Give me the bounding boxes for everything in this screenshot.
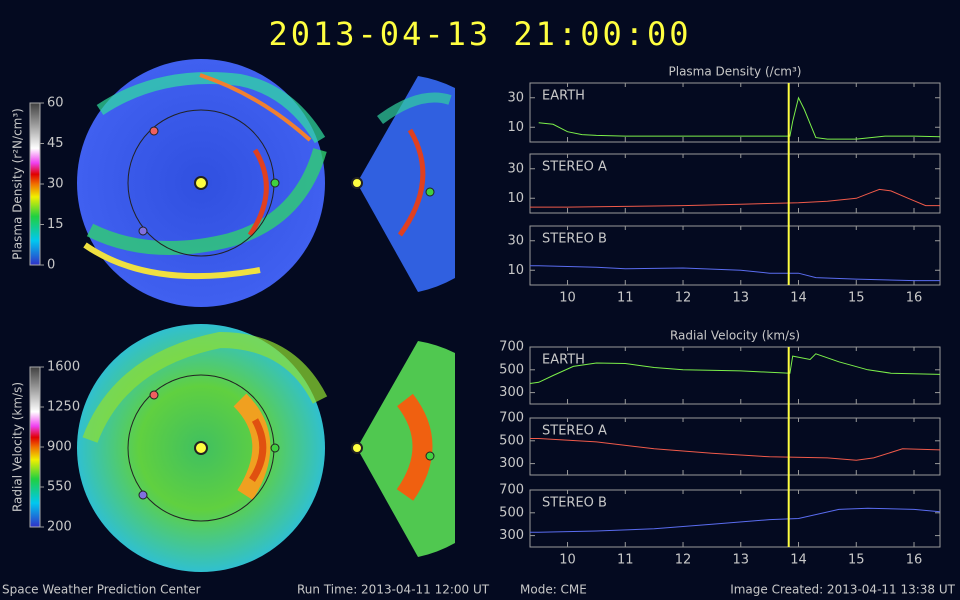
footer-mode: Mode: CME xyxy=(520,583,587,597)
x-tick-label: 13 xyxy=(733,553,750,568)
series-line xyxy=(530,438,941,461)
x-tick-label: 10 xyxy=(559,291,576,306)
y-tick-label: 700 xyxy=(499,483,524,498)
colorbar-label: Plasma Density (r²N/cm³) xyxy=(11,108,25,260)
x-tick-label: 11 xyxy=(617,291,634,306)
panel-frame xyxy=(529,153,941,214)
x-tick-label: 15 xyxy=(848,553,865,568)
series-line xyxy=(530,265,940,282)
y-tick-label: 500 xyxy=(499,505,524,520)
colorbar-tick-label: 1250 xyxy=(47,400,80,415)
colorbar-tick-label: 200 xyxy=(47,520,72,535)
panel-label: STEREO B xyxy=(542,232,607,247)
density-disk xyxy=(77,59,455,307)
colorbar-label: Radial Velocity (km/s) xyxy=(11,382,25,512)
x-tick-label: 11 xyxy=(617,553,634,568)
y-tick-label: 10 xyxy=(507,120,524,135)
colorbar-tick-label: 60 xyxy=(47,96,64,111)
y-tick-label: 700 xyxy=(499,340,524,355)
y-tick-label: 300 xyxy=(499,385,524,400)
y-tick-label: 300 xyxy=(499,456,524,471)
colorbar-tick-label: 0 xyxy=(47,258,55,273)
series-line xyxy=(529,353,941,384)
colorbar xyxy=(29,366,41,528)
colorbar-tick-label: 45 xyxy=(47,136,64,151)
panel-label: STEREO B xyxy=(542,496,607,511)
x-tick-label: 12 xyxy=(675,553,692,568)
x-tick-label: 16 xyxy=(906,553,923,568)
y-tick-label: 30 xyxy=(507,233,524,248)
x-tick-label: 16 xyxy=(906,291,923,306)
colorbar-tick-label: 15 xyxy=(47,217,64,232)
series-line xyxy=(538,96,941,140)
panel-label: STEREO A xyxy=(542,424,607,439)
panel-frame xyxy=(529,489,941,548)
panel-label: STEREO A xyxy=(542,160,607,175)
panel-label: EARTH xyxy=(542,89,585,104)
y-tick-label: 30 xyxy=(507,90,524,105)
panel-frame xyxy=(529,225,941,286)
y-tick-label: 700 xyxy=(499,411,524,426)
footer-center: Space Weather Prediction Center xyxy=(2,583,201,597)
x-tick-label: 14 xyxy=(790,291,807,306)
footer-created: Image Created: 2013-04-11 13:38 UT xyxy=(730,583,955,597)
y-tick-label: 500 xyxy=(499,433,524,448)
x-tick-label: 15 xyxy=(848,291,865,306)
velocity-disk xyxy=(77,324,455,572)
colorbar xyxy=(29,102,41,266)
series-line xyxy=(530,507,941,533)
series-line xyxy=(530,188,940,208)
panel-group-title: Radial Velocity (km/s) xyxy=(670,329,800,343)
timestamp: 2013-04-13 21:00:00 xyxy=(268,15,691,53)
y-tick-label: 10 xyxy=(507,263,524,278)
y-tick-label: 10 xyxy=(507,191,524,206)
y-tick-label: 500 xyxy=(499,362,524,377)
panel-frame xyxy=(529,82,941,143)
x-tick-label: 12 xyxy=(675,291,692,306)
x-tick-label: 14 xyxy=(790,553,807,568)
x-tick-label: 10 xyxy=(559,553,576,568)
colorbar-tick-label: 900 xyxy=(47,440,72,455)
colorbar-tick-label: 550 xyxy=(47,480,72,495)
panel-group-title: Plasma Density (/cm³) xyxy=(669,65,802,79)
y-tick-label: 300 xyxy=(499,528,524,543)
footer-run-time: Run Time: 2013-04-11 12:00 UT xyxy=(297,583,490,597)
x-tick-label: 13 xyxy=(733,291,750,306)
panel-frame xyxy=(529,417,941,476)
panel-label: EARTH xyxy=(542,353,585,368)
y-tick-label: 30 xyxy=(507,161,524,176)
colorbar-tick-label: 30 xyxy=(47,177,64,192)
panel-frame xyxy=(529,346,941,405)
colorbar-tick-label: 1600 xyxy=(47,360,80,375)
